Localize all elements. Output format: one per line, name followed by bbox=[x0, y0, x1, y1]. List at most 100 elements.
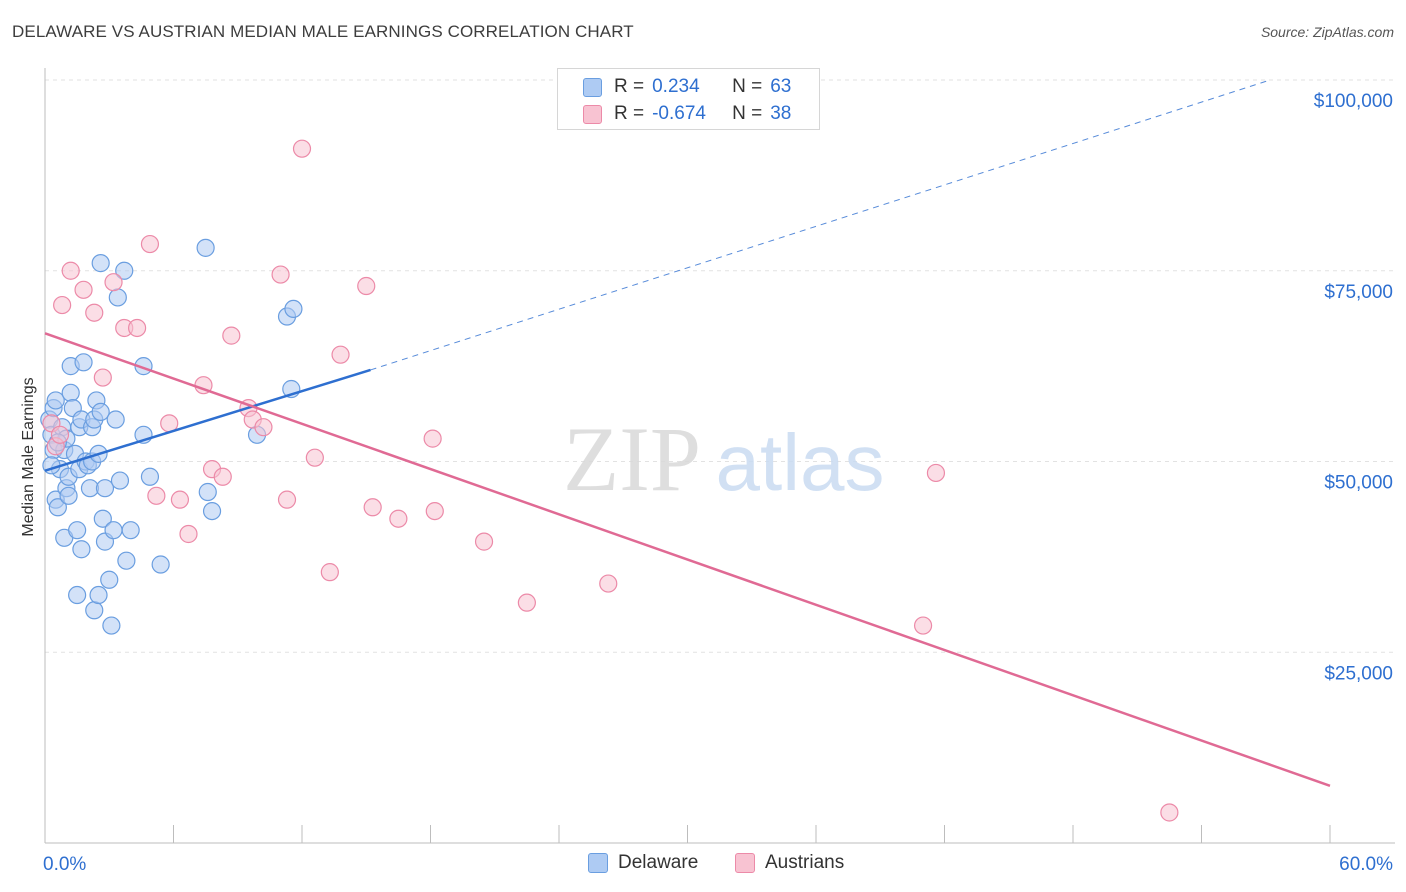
legend-label: Austrians bbox=[765, 852, 845, 873]
delaware-point bbox=[91, 254, 110, 273]
austrians-point bbox=[140, 234, 160, 254]
y-tick-label: $50,000 bbox=[1324, 473, 1393, 494]
x-tick-label: 60.0% bbox=[1339, 854, 1393, 875]
delaware-point bbox=[61, 383, 80, 402]
austrians-point bbox=[357, 276, 376, 296]
delaware-point bbox=[121, 521, 140, 540]
delaware-point bbox=[140, 467, 160, 486]
tick-labels: $25,000 $50,000 $75,000 $100,000 0.0% 60.0% bbox=[43, 91, 1393, 875]
austrians-point bbox=[104, 273, 123, 292]
delaware-point bbox=[117, 551, 136, 570]
delaware-trend-extension bbox=[370, 79, 1271, 371]
delaware-point bbox=[72, 540, 91, 559]
austrians-point bbox=[53, 295, 72, 315]
axes bbox=[44, 68, 1395, 844]
delaware-point bbox=[100, 570, 119, 589]
austrians-point bbox=[170, 490, 190, 509]
austrians-point bbox=[1160, 803, 1179, 822]
austrians-point bbox=[363, 498, 382, 517]
austrians-point bbox=[222, 326, 241, 345]
delaware-point bbox=[151, 555, 170, 574]
delaware-point bbox=[95, 479, 115, 498]
austrians-point bbox=[599, 574, 618, 593]
delaware-swatch bbox=[583, 77, 602, 97]
delaware-swatch bbox=[588, 853, 608, 873]
austrians-point bbox=[277, 490, 297, 509]
r-value: 0.234 bbox=[652, 76, 700, 97]
y-tick-label: $25,000 bbox=[1324, 663, 1393, 684]
n-label: N = bbox=[732, 76, 763, 97]
delaware-point bbox=[108, 288, 127, 307]
delaware-point bbox=[68, 585, 87, 605]
r-label: R = bbox=[614, 76, 645, 97]
austrians-point bbox=[517, 593, 536, 612]
delaware-point bbox=[91, 402, 110, 422]
y-axis-label: Median Male Earnings bbox=[20, 377, 37, 537]
austrians-point bbox=[423, 429, 442, 448]
austrians-point bbox=[85, 303, 104, 322]
austrians-point bbox=[389, 509, 408, 528]
n-label: N = bbox=[732, 103, 763, 124]
r-value: -0.674 bbox=[652, 103, 706, 124]
delaware-point bbox=[59, 486, 78, 505]
grid-lines bbox=[45, 79, 1395, 653]
austrians-point bbox=[926, 463, 946, 483]
delaware-point bbox=[104, 521, 123, 540]
chart-title: DELAWARE VS AUSTRIAN MEDIAN MALE EARNING… bbox=[12, 22, 634, 41]
delaware-point bbox=[196, 238, 215, 257]
austrians-point bbox=[61, 261, 80, 280]
delaware-point bbox=[89, 585, 108, 605]
delaware-trend-line bbox=[44, 368, 371, 472]
legend-label: Delaware bbox=[618, 852, 699, 873]
delaware-point bbox=[48, 498, 67, 517]
legend-item-austrians: Austrians bbox=[735, 852, 844, 874]
legend-row-austrians: R = -0.674 N = 38 bbox=[558, 99, 791, 129]
delaware-point bbox=[85, 601, 104, 620]
delaware-point bbox=[68, 521, 87, 540]
delaware-point bbox=[74, 353, 93, 372]
n-value: 38 bbox=[770, 103, 792, 124]
austrians-point bbox=[474, 532, 494, 551]
austrians-point bbox=[271, 265, 290, 284]
austrians-point bbox=[292, 139, 312, 158]
delaware-point bbox=[202, 501, 222, 521]
trend-lines bbox=[44, 79, 1331, 787]
delaware-point bbox=[110, 471, 130, 490]
r-label: R = bbox=[614, 103, 645, 124]
delaware-point bbox=[115, 261, 134, 280]
x-tick-label: 0.0% bbox=[43, 854, 86, 875]
austrians-point bbox=[425, 501, 444, 521]
austrians-point bbox=[179, 524, 198, 544]
austrians-point bbox=[305, 448, 324, 467]
austrians-point bbox=[331, 345, 350, 364]
legend-row-delaware: R = 0.234 N = 63 bbox=[558, 72, 791, 102]
y-tick-label: $100,000 bbox=[1314, 91, 1393, 112]
austrians-point bbox=[254, 418, 273, 437]
austrians-swatch bbox=[735, 853, 755, 873]
source-label: Source: ZipAtlas.com bbox=[1260, 24, 1394, 40]
y-tick-label: $75,000 bbox=[1324, 282, 1393, 303]
correlation-legend: R = 0.234 N = 63 R = -0.674 N = 38 bbox=[557, 68, 820, 130]
austrians-point bbox=[147, 486, 166, 505]
austrians-point bbox=[213, 467, 232, 486]
austrians-point bbox=[74, 280, 93, 299]
data-points bbox=[40, 139, 1179, 822]
delaware-point bbox=[93, 509, 112, 528]
legend-item-delaware: Delaware bbox=[588, 852, 698, 874]
delaware-point bbox=[284, 299, 303, 318]
n-value: 63 bbox=[770, 76, 792, 97]
watermark-zip: ZIP bbox=[563, 408, 701, 510]
austrians-point bbox=[127, 318, 147, 338]
austrians-point bbox=[913, 616, 933, 635]
austrians-point bbox=[50, 425, 70, 444]
delaware-point bbox=[106, 410, 125, 429]
delaware-point bbox=[46, 391, 65, 410]
watermark-atlas: atlas bbox=[716, 418, 885, 507]
austrians-trend-line bbox=[44, 332, 1331, 787]
delaware-point bbox=[102, 616, 121, 635]
austrians-point bbox=[320, 563, 339, 582]
series-legend: Delaware Austrians bbox=[0, 852, 1406, 878]
austrians-point bbox=[93, 368, 112, 387]
delaware-point bbox=[198, 482, 217, 502]
